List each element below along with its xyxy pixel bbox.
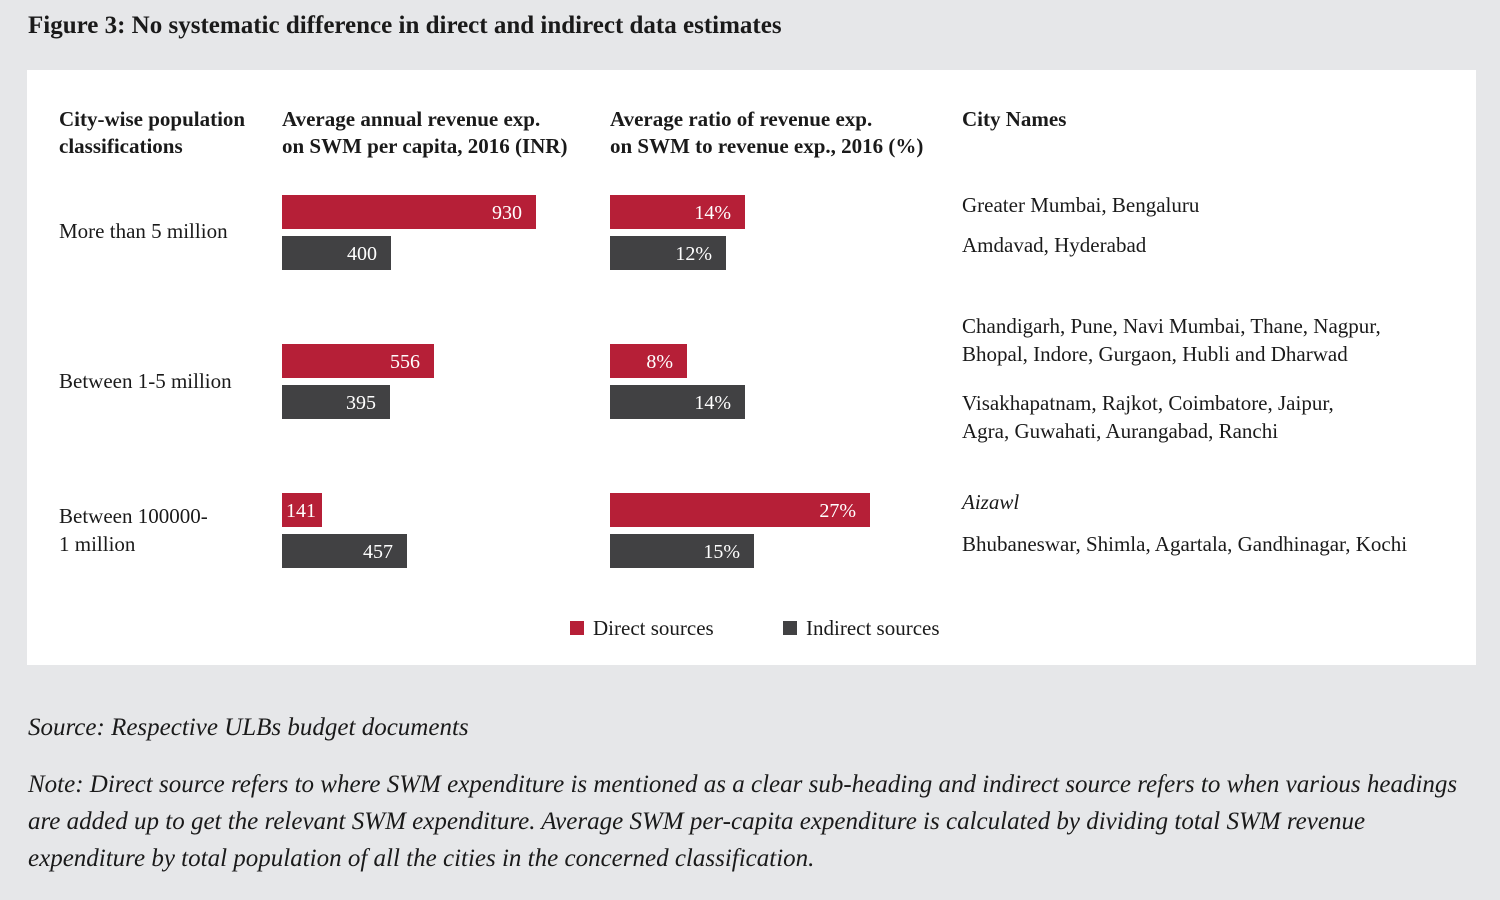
- header-line: classifications: [59, 134, 183, 158]
- source-text: Source: Respective ULBs budget documents: [28, 714, 469, 741]
- cities-gt5m-indirect: Amdavad, Hyderabad: [962, 231, 1146, 259]
- bar-ratio-direct: 27%: [610, 493, 870, 527]
- bar-per-capita-direct: 141: [282, 493, 322, 527]
- legend-label: Indirect sources: [806, 616, 940, 640]
- figure-title: Figure 3: No systematic difference in di…: [28, 12, 782, 39]
- row-label-gt5m: More than 5 million: [59, 217, 228, 245]
- city-line: Aizawl: [962, 490, 1020, 514]
- row-label-100k-1m: Between 100000- 1 million: [59, 502, 208, 558]
- header-line: on SWM to revenue exp., 2016 (%): [610, 134, 924, 158]
- bar-ratio-direct: 14%: [610, 195, 745, 229]
- cities-100k-1m-direct: Aizawl: [962, 488, 1019, 516]
- bar-per-capita-indirect: 457: [282, 534, 407, 568]
- cities-100k-1m-indirect: Bhubaneswar, Shimla, Agartala, Gandhinag…: [962, 530, 1407, 558]
- header-line: City-wise population: [59, 107, 246, 131]
- city-line: Amdavad, Hyderabad: [962, 233, 1147, 257]
- row-label-1to5m: Between 1-5 million: [59, 367, 232, 395]
- header-ratio: Average ratio of revenue exp. on SWM to …: [610, 106, 923, 160]
- bar-per-capita-direct: 556: [282, 344, 434, 378]
- city-line: Bhopal, Indore, Gurgaon, Hubli and Dharw…: [962, 342, 1348, 366]
- city-line: Chandigarh, Pune, Navi Mumbai, Thane, Na…: [962, 314, 1381, 338]
- chart-panel: City-wise population classifications Ave…: [27, 70, 1476, 665]
- city-line: Greater Mumbai, Bengaluru: [962, 193, 1200, 217]
- header-line: Average annual revenue exp.: [282, 107, 541, 131]
- header-classification: City-wise population classifications: [59, 106, 245, 160]
- cities-1to5m-direct: Chandigarh, Pune, Navi Mumbai, Thane, Na…: [962, 312, 1381, 368]
- row-label-line: Between 100000-: [59, 504, 208, 528]
- legend-swatch-direct: [570, 621, 584, 636]
- bar-per-capita-direct: 930: [282, 195, 536, 229]
- header-city-names: City Names: [962, 107, 1067, 131]
- row-label-line: 1 million: [59, 532, 136, 556]
- row-label-line: Between 1-5 million: [59, 369, 232, 393]
- cities-1to5m-indirect: Visakhapatnam, Rajkot, Coimbatore, Jaipu…: [962, 389, 1334, 445]
- legend-direct: Direct sources: [570, 615, 714, 641]
- header-line: on SWM per capita, 2016 (INR): [282, 134, 568, 158]
- bar-ratio-indirect: 15%: [610, 534, 754, 568]
- note-text: Note: Direct source refers to where SWM …: [28, 771, 1458, 872]
- bar-ratio-indirect: 12%: [610, 236, 726, 270]
- bar-per-capita-indirect: 395: [282, 385, 390, 419]
- city-line: Agra, Guwahati, Aurangabad, Ranchi: [962, 419, 1279, 443]
- city-line: Bhubaneswar, Shimla, Agartala, Gandhinag…: [962, 532, 1408, 556]
- bar-per-capita-indirect: 400: [282, 236, 391, 270]
- city-line: Visakhapatnam, Rajkot, Coimbatore, Jaipu…: [962, 391, 1334, 415]
- legend-indirect: Indirect sources: [783, 615, 940, 641]
- bar-ratio-indirect: 14%: [610, 385, 745, 419]
- header-per-capita: Average annual revenue exp. on SWM per c…: [282, 106, 567, 160]
- bar-ratio-direct: 8%: [610, 344, 687, 378]
- header-line: Average ratio of revenue exp.: [610, 107, 873, 131]
- legend-swatch-indirect: [783, 621, 797, 636]
- legend-label: Direct sources: [593, 616, 714, 640]
- row-label-line: More than 5 million: [59, 219, 228, 243]
- cities-gt5m-direct: Greater Mumbai, Bengaluru: [962, 191, 1199, 219]
